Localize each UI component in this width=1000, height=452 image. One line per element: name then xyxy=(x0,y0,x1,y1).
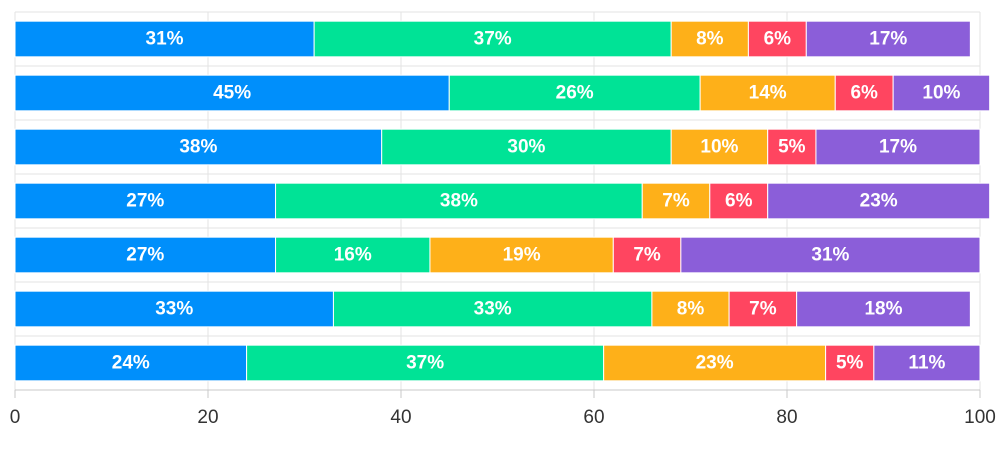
bar-label-r0-s3: 6% xyxy=(764,29,792,50)
bar-segment-r5-s3 xyxy=(728,290,798,328)
bar-label-r4-s4: 31% xyxy=(811,245,849,266)
bar-label-r1-s4: 10% xyxy=(922,83,960,104)
bar-label-r5-s3: 7% xyxy=(749,299,777,320)
bar-label-r5-s1: 33% xyxy=(474,299,512,320)
bar-segment-r3-s1 xyxy=(275,182,643,220)
bar-segment-r2-s0 xyxy=(14,128,383,166)
bar-label-r3-s3: 6% xyxy=(725,191,753,212)
bar-label-r5-s0: 33% xyxy=(155,299,193,320)
bar-label-r4-s2: 19% xyxy=(503,245,541,266)
bar-segment-r5-s0 xyxy=(14,290,334,328)
bar-label-r6-s4: 11% xyxy=(908,353,945,374)
bar-label-r2-s0: 38% xyxy=(179,137,217,158)
bar-label-r5-s2: 8% xyxy=(677,299,705,320)
bar-label-r3-s1: 38% xyxy=(440,191,478,212)
x-tick-label-5: 100 xyxy=(964,407,996,428)
bar-segment-r2-s2 xyxy=(670,128,769,166)
bar-label-r3-s0: 27% xyxy=(126,191,164,212)
bar-label-r0-s0: 31% xyxy=(146,29,184,50)
bar-segment-r6-s2 xyxy=(603,344,827,382)
bar-label-r3-s4: 23% xyxy=(860,191,898,212)
bar-labels: 31% 37% 8% 6% 17% 45% 26% 14% 6% 10% 38% 30% 10% 5% 17… xyxy=(112,29,961,374)
bar-segment-r2-s1 xyxy=(381,128,672,166)
x-tick-label-3: 60 xyxy=(583,407,604,428)
bar-segment-r1-s0 xyxy=(14,74,450,112)
bar-segment-r6-s4 xyxy=(873,344,981,382)
bar-segment-r1-s1 xyxy=(448,74,701,112)
x-tick-label-1: 20 xyxy=(197,407,218,428)
bar-segment-r6-s0 xyxy=(14,344,248,382)
bar-label-r3-s2: 7% xyxy=(662,191,690,212)
bar-label-r1-s3: 6% xyxy=(850,83,878,104)
bar-label-r6-s0: 24% xyxy=(112,353,150,374)
bar-label-r0-s4: 17% xyxy=(869,29,907,50)
bar-label-r5-s4: 18% xyxy=(864,299,902,320)
bar-label-r6-s3: 5% xyxy=(836,353,864,374)
bar-segment-r4-s3 xyxy=(612,236,682,274)
bar-segment-r0-s2 xyxy=(670,20,749,58)
bar-segment-r3-s0 xyxy=(14,182,277,220)
bar-segment-r2-s4 xyxy=(815,128,981,166)
bars xyxy=(14,20,991,382)
bar-label-r2-s3: 5% xyxy=(778,137,806,158)
bar-label-r2-s4: 17% xyxy=(879,137,917,158)
bar-segment-r3-s4 xyxy=(767,182,991,220)
bar-label-r1-s0: 45% xyxy=(213,83,251,104)
bar-label-r6-s1: 37% xyxy=(406,353,444,374)
bar-label-r0-s1: 37% xyxy=(474,29,512,50)
bar-label-r1-s1: 26% xyxy=(556,83,594,104)
x-axis: 0 20 40 60 80 100 xyxy=(10,389,996,428)
bar-segment-r4-s0 xyxy=(14,236,277,274)
x-tick-label-4: 80 xyxy=(776,407,797,428)
bar-segment-r5-s2 xyxy=(651,290,730,328)
bar-label-r4-s0: 27% xyxy=(126,245,164,266)
bar-label-r2-s2: 10% xyxy=(700,137,738,158)
bar-segment-r1-s2 xyxy=(699,74,836,112)
bar-segment-r4-s2 xyxy=(429,236,614,274)
bar-label-r4-s1: 16% xyxy=(334,245,372,266)
bar-label-r4-s3: 7% xyxy=(633,245,661,266)
bar-label-r6-s2: 23% xyxy=(696,353,734,374)
x-tick-label-2: 40 xyxy=(390,407,411,428)
x-tick-label-0: 0 xyxy=(10,407,21,428)
bar-segment-r0-s4 xyxy=(805,20,971,58)
bar-segment-r5-s4 xyxy=(796,290,971,328)
bar-segment-r5-s1 xyxy=(332,290,653,328)
bar-segment-r6-s1 xyxy=(246,344,605,382)
bar-label-r1-s2: 14% xyxy=(749,83,787,104)
bar-segment-r3-s2 xyxy=(641,182,711,220)
bar-segment-r4-s1 xyxy=(275,236,431,274)
bar-segment-r2-s3 xyxy=(767,128,817,166)
bar-segment-r4-s4 xyxy=(680,236,981,274)
bar-segment-r1-s4 xyxy=(892,74,991,112)
bar-segment-r6-s3 xyxy=(825,344,875,382)
bar-label-r0-s2: 8% xyxy=(696,29,724,50)
bar-label-r2-s1: 30% xyxy=(507,137,545,158)
